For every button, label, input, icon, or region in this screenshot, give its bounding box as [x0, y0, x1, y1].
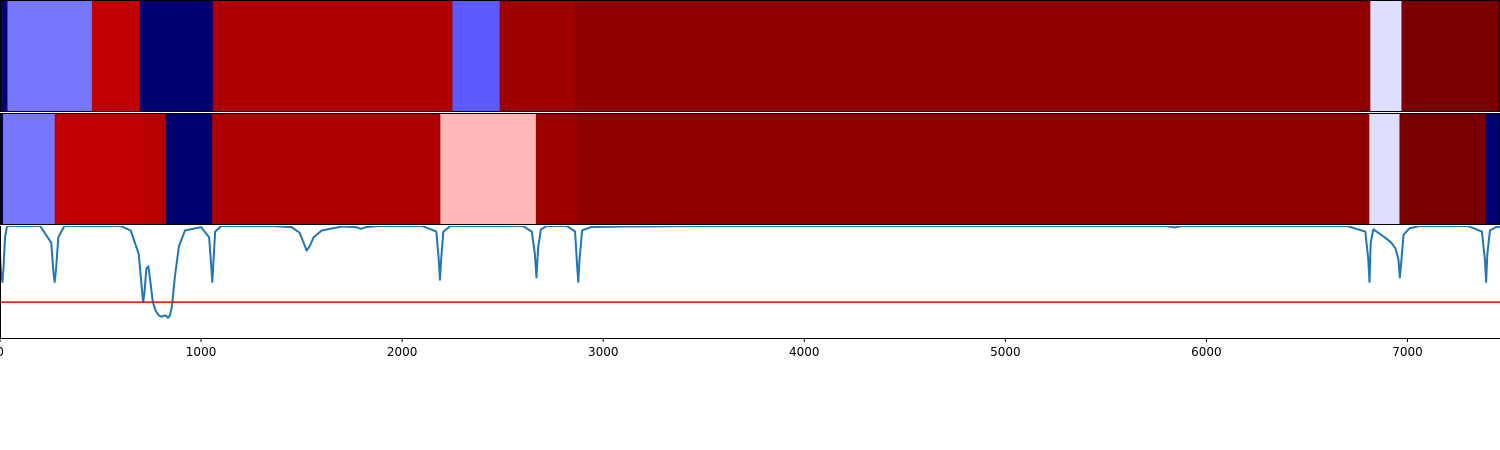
- strip-segment: [54, 113, 144, 225]
- strip-segment: [575, 0, 1371, 112]
- x-tick-label: 0: [0, 345, 4, 359]
- strip-segment: [1399, 113, 1487, 225]
- x-tick-label: 4000: [789, 345, 820, 359]
- strip-segment: [212, 0, 453, 112]
- x-tick-label: 7000: [1392, 345, 1423, 359]
- strip-segment: [139, 0, 214, 112]
- line-plot-panel: 0 1000 2000 3000 4000 5000 6000 7000: [0, 226, 1500, 359]
- line-plot-area: [0, 226, 1500, 319]
- segmentation-strip-top: [0, 0, 1500, 112]
- x-tick-label: 1000: [186, 345, 217, 359]
- strip-segment: [440, 113, 537, 225]
- strip-segment: [3, 113, 56, 225]
- x-tick-label: 2000: [387, 345, 418, 359]
- strip-segment: [212, 113, 441, 225]
- line-plot-clip: [0, 226, 1500, 319]
- strip-segment: [142, 113, 167, 225]
- strip-segment: [499, 0, 576, 112]
- strip-segment: [1369, 113, 1400, 225]
- segmentation-strip-bottom: [0, 113, 1500, 225]
- strip-segment: [165, 113, 213, 225]
- signal-line: [0, 226, 1500, 319]
- strip-segment: [1401, 0, 1500, 112]
- x-axis: 0 1000 2000 3000 4000 5000 6000 7000: [0, 226, 1500, 359]
- strip-segment: [452, 0, 501, 112]
- strip-segment: [1485, 113, 1500, 225]
- strip-segment: [1370, 0, 1402, 112]
- x-tick-label: 3000: [588, 345, 619, 359]
- strip-segment: [0, 0, 8, 112]
- x-tick-label: 5000: [990, 345, 1021, 359]
- strip-segment: [0, 113, 4, 225]
- strip-segment: [535, 113, 578, 225]
- strip-segment: [91, 0, 141, 112]
- strip-segment: [7, 0, 93, 112]
- strip-segment: [577, 113, 1370, 225]
- x-tick-label: 6000: [1191, 345, 1222, 359]
